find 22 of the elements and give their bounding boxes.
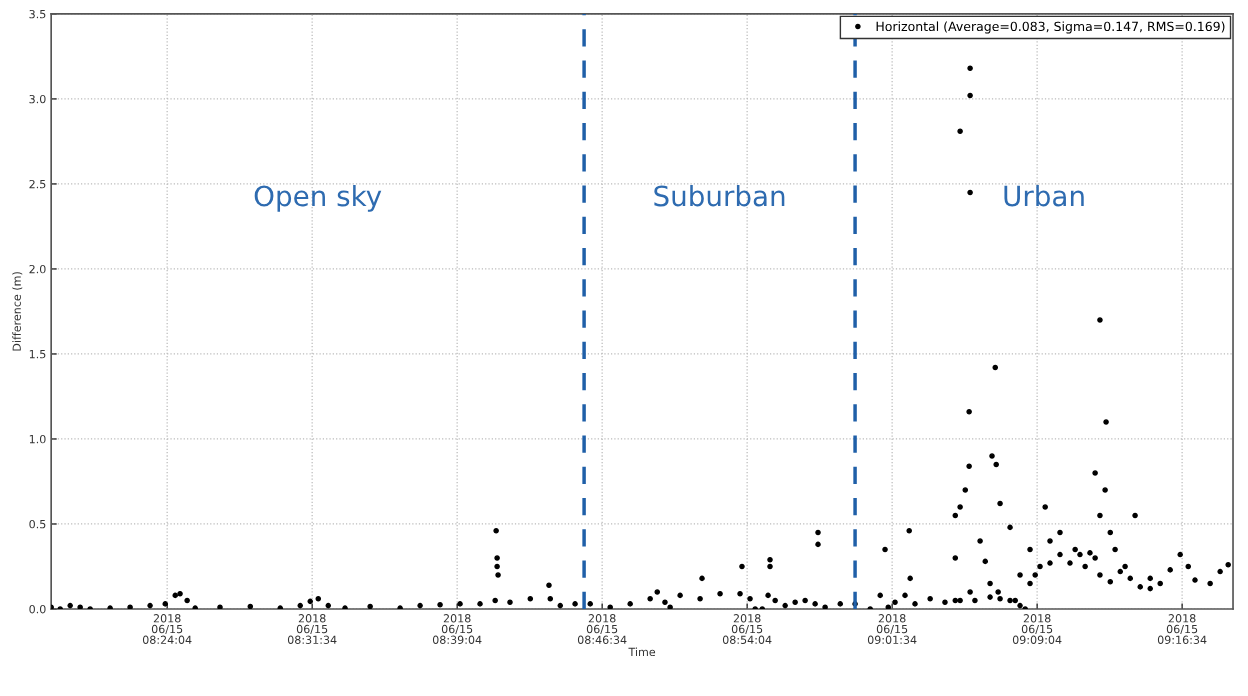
- y-tick-label: 1.5: [29, 350, 46, 359]
- x-tick-label: 2018 06/15 08:39:04: [432, 614, 482, 644]
- annotation: Urban: [1004, 184, 1084, 207]
- x-tick-label: 2018 06/15 08:54:04: [722, 614, 772, 644]
- annotation: Suburban: [654, 184, 785, 207]
- annotation: Open sky: [254, 184, 382, 212]
- y-tick-label: 3.5: [29, 9, 46, 19]
- y-axis-title: Difference (m): [12, 272, 23, 351]
- x-tick-label: 2018 06/15 08:46:34: [577, 614, 627, 644]
- y-tick-label: 1.0: [29, 434, 46, 444]
- y-tick-label: 0.5: [29, 519, 46, 529]
- x-tick-label: 2018 06/15 09:09:04: [1012, 614, 1062, 644]
- y-tick-label: 3.0: [29, 94, 46, 104]
- x-tick-label: 2018 06/15 08:24:04: [142, 614, 192, 644]
- x-tick-label: 2018 06/15 08:31:34: [287, 614, 337, 644]
- x-tick-label: 2018 06/15 09:01:34: [867, 614, 917, 644]
- legend-label: Horizontal (Average=0.083, Sigma=0.147, RMS=0.169): [876, 21, 1225, 34]
- y-tick-label: 2.0: [29, 264, 46, 274]
- y-tick-label: 0.0: [29, 604, 46, 614]
- x-tick-label: 2018 06/15 09:16:34: [1157, 614, 1207, 644]
- x-axis-title: Time: [628, 647, 656, 657]
- y-tick-label: 2.5: [29, 179, 46, 189]
